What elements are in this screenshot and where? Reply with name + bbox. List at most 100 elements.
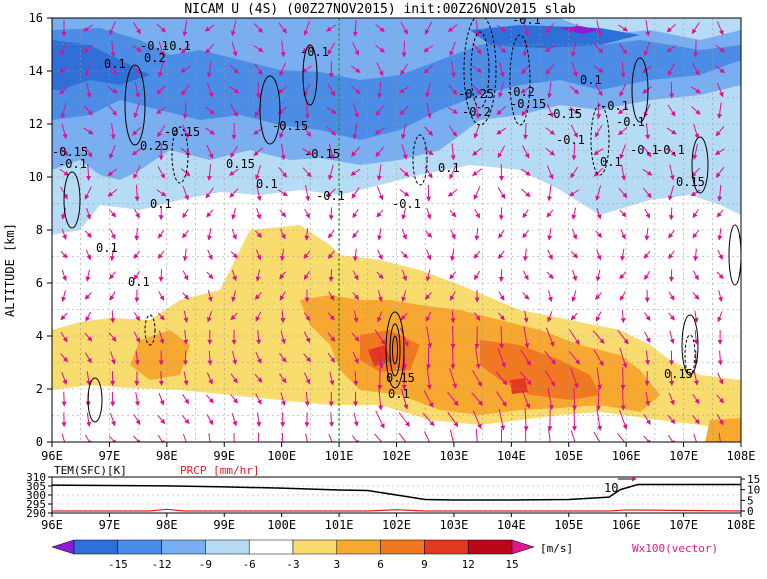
contour-label: 0.15: [676, 175, 705, 189]
colorbar-swatch: [381, 540, 425, 554]
colorbar-label: 12: [462, 558, 475, 571]
contour-label: 0.1: [104, 57, 126, 71]
lower-x-tick-label: 101E: [325, 518, 354, 532]
y-tick-label: 0: [36, 435, 43, 449]
y-tick-label: 14: [29, 64, 43, 78]
lower-x-tick-label: 108E: [727, 518, 756, 532]
contour-label: -0.1: [316, 189, 345, 203]
colorbar-swatch: [249, 540, 293, 554]
colorbar-label: -9: [199, 558, 212, 571]
contour-label: -0.15: [546, 107, 582, 121]
precip-label: PRCP [mm/hr]: [180, 464, 259, 477]
wind-vector: [64, 392, 65, 406]
y-tick-label: 16: [29, 11, 43, 25]
colorbar-label: -6: [243, 558, 256, 571]
wind-vector: [161, 371, 162, 385]
x-tick-label: 108E: [727, 449, 756, 463]
lower-x-tick-label: 100E: [267, 518, 296, 532]
contour-label: -0.15: [510, 97, 546, 111]
colorbar: -15 -12 -9 -6 -3 3 6 9 12 15: [52, 540, 534, 571]
contour-label: -0.1: [600, 99, 629, 113]
lower-x-tick-label: 104E: [497, 518, 526, 532]
x-tick-label: 96E: [41, 449, 63, 463]
x-tick-label: 107E: [669, 449, 698, 463]
contour-label: 0.1: [256, 177, 278, 191]
lower-x-tick-label: 102E: [382, 518, 411, 532]
colorbar-label: -12: [152, 558, 172, 571]
colorbar-label: 9: [421, 558, 428, 571]
precipitation-series: [52, 509, 741, 511]
x-tick-label: 101E: [325, 449, 354, 463]
y-axis: 0 2 4 6 8 10 12 14 16: [29, 11, 52, 449]
contour-label: -0.1: [392, 197, 421, 211]
lower-x-tick-label: 99E: [213, 518, 235, 532]
contour-label: -0.1: [630, 143, 659, 157]
chart-title: NICAM U (4S) (00Z27NOV2015) init:00Z26NO…: [184, 2, 576, 17]
colorbar-label: -15: [108, 558, 128, 571]
y-axis-label: ALTITUDE [km]: [3, 223, 17, 317]
lower-x-tick-label: 97E: [99, 518, 121, 532]
colorbar-label: 15: [505, 558, 518, 571]
x-tick-label: 106E: [612, 449, 641, 463]
x-tick-label: 105E: [554, 449, 583, 463]
y-tick-label: 4: [36, 329, 43, 343]
contour-label: 0.1: [580, 73, 602, 87]
colorbar-label: -3: [286, 558, 299, 571]
lower-x-tick-label: 107E: [669, 518, 698, 532]
wind-vector: [331, 269, 332, 281]
x-tick-label: 97E: [99, 449, 121, 463]
x-tick-label: 98E: [156, 449, 178, 463]
contour-label: 0.15: [386, 371, 415, 385]
colorbar-swatch: [205, 540, 249, 554]
contour-label: 0.1: [438, 161, 460, 175]
contour-label: -0.1: [616, 115, 645, 129]
wind-vector: [404, 41, 405, 57]
contour-label: -0.15: [164, 125, 200, 139]
colorbar-swatch: [74, 540, 118, 554]
y-tick-label: 8: [36, 223, 43, 237]
contour-label: -0.2: [462, 105, 491, 119]
contour-label: -0.1: [162, 39, 191, 53]
series-annotation: 10: [604, 481, 618, 495]
contour-label: -0.25: [458, 87, 494, 101]
x-tick-label: 102E: [382, 449, 411, 463]
wind-vector: [112, 310, 113, 322]
contour-label: 0.25: [140, 139, 169, 153]
contour-label: 0.1: [388, 387, 410, 401]
pos-wind-region-surface: [705, 418, 741, 442]
y-tick-label: 12: [29, 117, 43, 131]
colorbar-swatch: [337, 540, 381, 554]
x-tick-label: 104E: [497, 449, 526, 463]
colorbar-swatch: [118, 540, 162, 554]
y-tick-label: 6: [36, 276, 43, 290]
colorbar-cap-left: [52, 540, 74, 554]
lower-right-tick-label: 0: [747, 505, 754, 518]
contour-label: 0.1: [96, 241, 118, 255]
wind-vector: [695, 41, 696, 57]
surface-temp-label: TEM(SFC)[K]: [54, 464, 127, 477]
contour-label: 0.1: [128, 275, 150, 289]
contour-label: -0.15: [272, 119, 308, 133]
lower-x-tick-label: 105E: [554, 518, 583, 532]
wind-vector: [501, 269, 502, 281]
colorbar-cap-right: [512, 540, 534, 554]
colorbar-swatch: [162, 540, 206, 554]
wind-vector: [671, 207, 672, 219]
lower-x-tick-label: 103E: [439, 518, 468, 532]
colorbar-unit: [m/s]: [540, 542, 573, 555]
contour-label: 0.1: [150, 197, 172, 211]
contour-label: 0.15: [226, 157, 255, 171]
colorbar-label: 6: [377, 558, 384, 571]
x-tick-label: 103E: [439, 449, 468, 463]
y-tick-label: 10: [29, 170, 43, 184]
x-tick-label: 100E: [267, 449, 296, 463]
y-tick-label: 2: [36, 382, 43, 396]
colorbar-label: 3: [333, 558, 340, 571]
temperature-series: [52, 485, 741, 500]
contour-label: -0.1: [556, 133, 585, 147]
